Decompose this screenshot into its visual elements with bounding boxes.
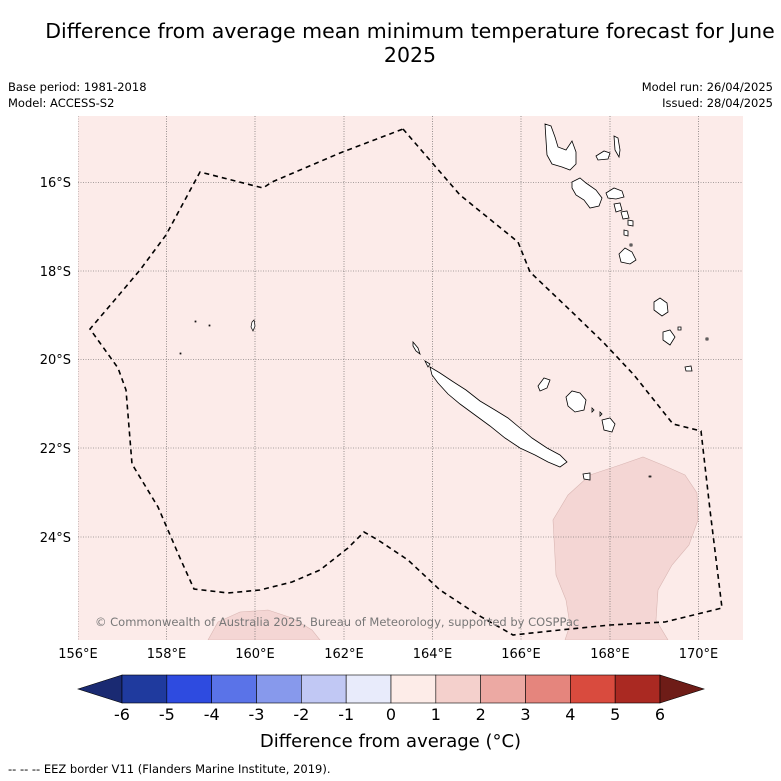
issued-date: Issued: 28/04/2025 bbox=[662, 96, 773, 110]
colorbar-tick: 4 bbox=[565, 705, 575, 724]
colorbar-cell bbox=[435, 674, 481, 704]
map-title: Difference from average mean minimum tem… bbox=[45, 19, 775, 67]
colorbar-cell bbox=[301, 674, 347, 704]
colorbar-tick: 5 bbox=[610, 705, 620, 724]
lon-tick-labels: 156°E 158°E 160°E 162°E 164°E 166°E 168°… bbox=[58, 647, 718, 662]
colorbar-cell bbox=[121, 674, 168, 704]
lon-tick: 164°E bbox=[413, 647, 453, 662]
copyright-notice: © Commonwealth of Australia 2025, Bureau… bbox=[95, 615, 579, 629]
meta-right: Model run: 26/04/2025 Issued: 28/04/2025 bbox=[642, 79, 773, 111]
vanuatu-coastline bbox=[544, 123, 709, 372]
colorbar-cell bbox=[614, 674, 661, 704]
lat-tick: 22°S bbox=[40, 442, 71, 457]
lon-tick: 160°E bbox=[235, 647, 275, 662]
colorbar-cell bbox=[480, 674, 526, 704]
colorbar-tick: 1 bbox=[431, 705, 441, 724]
colorbar-tick: -6 bbox=[114, 705, 130, 724]
colorbar-tick: 0 bbox=[386, 705, 396, 724]
colorbar-tick: -4 bbox=[204, 705, 220, 724]
lon-tick: 168°E bbox=[590, 647, 630, 662]
lon-tick: 162°E bbox=[324, 647, 364, 662]
colorbar-cell bbox=[166, 674, 212, 704]
model-name: Model: ACCESS-S2 bbox=[8, 96, 115, 110]
eez-border bbox=[88, 128, 723, 636]
gridlines bbox=[78, 116, 743, 640]
lat-tick: 24°S bbox=[40, 531, 71, 546]
anomaly-region-southeast bbox=[552, 456, 699, 640]
colorbar-tick: -3 bbox=[249, 705, 265, 724]
colorbar-tick: -5 bbox=[159, 705, 175, 724]
model-run: Model run: 26/04/2025 bbox=[641, 80, 773, 94]
new-caledonia-coastline bbox=[412, 340, 616, 481]
lon-tick: 170°E bbox=[679, 647, 719, 662]
colorbar-tick: 3 bbox=[520, 705, 530, 724]
colorbar-tick: 6 bbox=[655, 705, 665, 724]
colorbar-tick: -2 bbox=[293, 705, 309, 724]
eez-footnote: -- -- -- EEZ border V11 (Flanders Marine… bbox=[8, 762, 331, 776]
colorbar-extend-low bbox=[77, 674, 123, 704]
colorbar-cell bbox=[570, 674, 616, 704]
colorbar-cell bbox=[390, 674, 437, 704]
lat-tick: 20°S bbox=[40, 353, 71, 368]
meta-left: Base period: 1981-2018 Model: ACCESS-S2 bbox=[8, 79, 147, 111]
colorbar-cell bbox=[211, 674, 257, 704]
colorbar-tick: -1 bbox=[338, 705, 354, 724]
colorbar: -6 -5 -4 -3 -2 -1 0 1 2 3 4 5 6 bbox=[77, 674, 705, 724]
colorbar-cell bbox=[525, 674, 571, 704]
lon-tick: 156°E bbox=[58, 647, 98, 662]
lon-tick: 158°E bbox=[147, 647, 187, 662]
colorbar-cell bbox=[345, 674, 392, 704]
colorbar-cell bbox=[256, 674, 302, 704]
anomaly-region-southwest bbox=[207, 609, 321, 640]
colorbar-label: Difference from average (°C) bbox=[259, 731, 522, 752]
lon-tick: 166°E bbox=[501, 647, 541, 662]
colorbar-tick: 2 bbox=[476, 705, 486, 724]
lat-tick: 16°S bbox=[40, 176, 71, 191]
small-reefs bbox=[179, 319, 652, 478]
lat-tick: 18°S bbox=[40, 265, 71, 280]
lat-tick-labels: 16°S 18°S 20°S 22°S 24°S bbox=[40, 176, 71, 546]
base-period: Base period: 1981-2018 bbox=[8, 80, 147, 94]
colorbar-extend-high bbox=[659, 674, 705, 704]
